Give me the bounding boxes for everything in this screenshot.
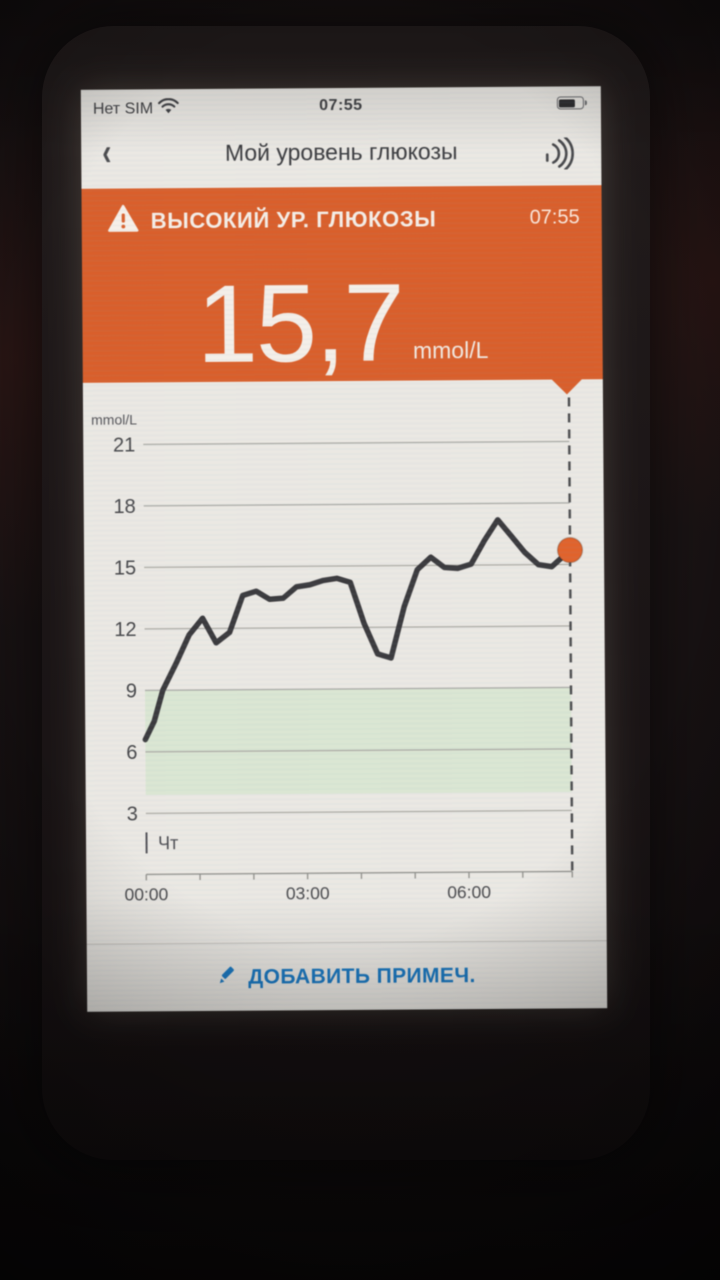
battery-icon [556,96,587,110]
footer-bar: ДОБАВИТЬ ПРИМЕЧ. [86,940,608,1012]
target-range-band [144,687,572,795]
glucose-reading-unit: mmol/L [412,336,489,364]
glucose-reading-value: 15,7 [196,261,404,387]
status-bar: Нет SIM 07:55 [81,86,601,127]
y-tick-label: 12 [114,619,136,641]
high-glucose-alert-banner: ВЫСОКИЙ УР. ГЛЮКОЗЫ 07:55 15,7 mmol/L [81,185,603,395]
glucose-chart-area[interactable]: 21 18 15 12 9 6 3 mmol/L 00:00 03:00 06:00 Чт [83,379,607,923]
sensor-scan-sound-icon[interactable] [541,136,583,171]
current-reading-marker [556,536,584,564]
y-tick-label: 6 [126,742,137,764]
y-axis-unit-label: mmol/L [91,411,137,427]
add-note-button[interactable]: ДОБАВИТЬ ПРИМЕЧ. [248,963,476,989]
y-tick-label: 9 [126,680,137,702]
y-tick-label: 18 [113,496,135,518]
page-title: Мой уровень глюкозы [224,138,458,166]
current-time-dashed-line [567,397,574,872]
day-label: Чт [158,833,178,853]
y-tick-label: 15 [114,557,136,579]
phone-screen: Нет SIM 07:55 ‹ Мой уровень глюкозы [80,86,608,1012]
x-tick-label: 03:00 [286,883,330,903]
x-tick-label: 06:00 [447,882,491,902]
status-time: 07:55 [319,96,363,115]
y-tick-label: 21 [113,434,135,456]
alert-time: 07:55 [529,206,580,229]
pencil-icon [218,965,238,990]
x-tick-label: 00:00 [124,884,168,904]
glucose-chart: 21 18 15 12 9 6 3 mmol/L 00:00 03:00 06:00 Чт [91,397,584,905]
y-tick-label: 3 [127,803,138,825]
nav-bar: ‹ Мой уровень глюкозы [81,123,601,189]
